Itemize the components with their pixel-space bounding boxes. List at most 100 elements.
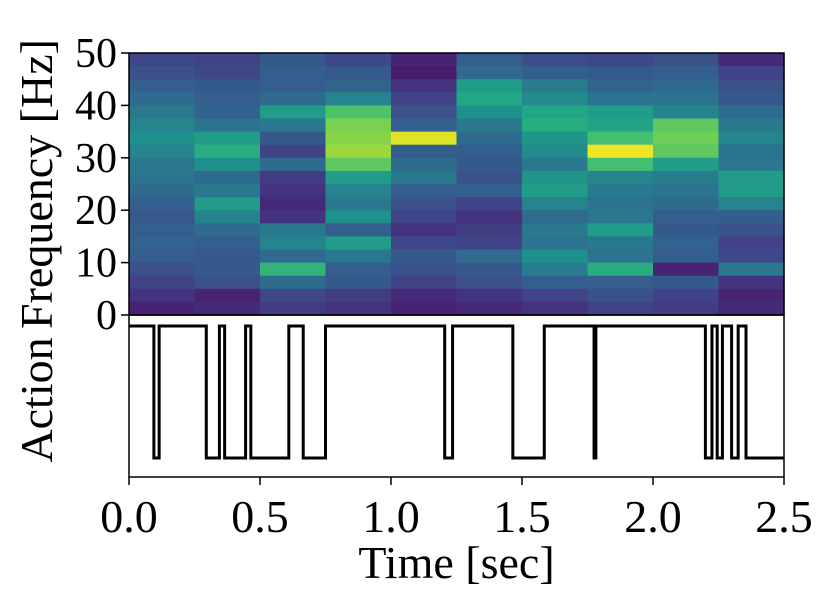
heatmap-cell xyxy=(456,118,523,133)
heatmap-cell xyxy=(653,301,720,316)
heatmap-cell xyxy=(391,105,458,120)
heatmap-cell xyxy=(325,79,392,93)
heatmap-cell xyxy=(653,249,720,264)
heatmap-cell xyxy=(194,210,261,224)
heatmap-cell xyxy=(391,53,458,67)
heatmap-cell xyxy=(391,118,458,133)
heatmap-cell xyxy=(325,157,392,172)
heatmap-cell xyxy=(325,223,392,237)
heatmap-cell xyxy=(260,170,327,185)
heatmap-cell xyxy=(522,79,589,93)
frequency-axis-label: Frequency [Hz] xyxy=(11,39,62,329)
heatmap-cell xyxy=(587,66,654,80)
heatmap-cell xyxy=(718,210,785,224)
y-tick-label: 10 xyxy=(75,241,117,287)
heatmap-cell xyxy=(260,53,327,67)
heatmap-cell xyxy=(522,262,589,277)
heatmap-cell xyxy=(325,184,392,198)
heatmap-cell xyxy=(194,249,261,264)
heatmap-cell xyxy=(587,262,654,277)
x-tick-label: 1.0 xyxy=(362,491,420,542)
heatmap-cell xyxy=(653,210,720,224)
heatmap-cell xyxy=(129,105,196,120)
heatmap-cell xyxy=(260,249,327,264)
heatmap-cell xyxy=(587,92,654,106)
heatmap-cell xyxy=(587,275,654,290)
heatmap-cell xyxy=(522,92,589,106)
time-axis-label: Time [sec] xyxy=(358,537,554,588)
heatmap-cell xyxy=(260,92,327,106)
heatmap-cell xyxy=(456,210,523,224)
heatmap-cell xyxy=(522,66,589,80)
heatmap-cell xyxy=(194,66,261,80)
heatmap-cell xyxy=(260,131,327,146)
heatmap-cell xyxy=(260,275,327,290)
heatmap-cell xyxy=(260,262,327,277)
heatmap-cell xyxy=(391,262,458,277)
heatmap-cell xyxy=(260,144,327,159)
heatmap-cell xyxy=(391,236,458,251)
heatmap-cell xyxy=(522,275,589,290)
heatmap-cell xyxy=(129,144,196,159)
heatmap-cell xyxy=(653,288,720,303)
heatmap-cell xyxy=(456,144,523,159)
heatmap-cell xyxy=(391,301,458,316)
heatmap-cell xyxy=(391,249,458,264)
heatmap-cell xyxy=(456,157,523,172)
heatmap-cell xyxy=(391,223,458,237)
heatmap-cell xyxy=(260,197,327,211)
heatmap-cell xyxy=(391,131,458,146)
heatmap-cell xyxy=(260,79,327,93)
heatmap-cell xyxy=(653,92,720,106)
heatmap-cell xyxy=(260,105,327,120)
heatmap-cell xyxy=(587,53,654,67)
y-tick-label: 30 xyxy=(75,136,117,182)
y-tick-label: 50 xyxy=(75,31,117,77)
heatmap-cell xyxy=(456,92,523,106)
y-tick-label: 40 xyxy=(75,83,117,129)
heatmap-cell xyxy=(456,79,523,93)
heatmap-cell xyxy=(260,236,327,251)
heatmap-cell xyxy=(260,66,327,80)
heatmap-cell xyxy=(260,210,327,224)
heatmap-cell xyxy=(718,79,785,93)
x-tick-label: 2.5 xyxy=(755,491,813,542)
heatmap-cell xyxy=(129,301,196,316)
heatmap-cell xyxy=(718,53,785,67)
heatmap-cell xyxy=(522,170,589,185)
heatmap-cell xyxy=(522,144,589,159)
heatmap-cell xyxy=(718,275,785,290)
heatmap-cell xyxy=(653,66,720,80)
heatmap-cell xyxy=(260,288,327,303)
heatmap-cell xyxy=(653,79,720,93)
heatmap-cell xyxy=(718,301,785,316)
heatmap-cell xyxy=(653,131,720,146)
heatmap-cell xyxy=(587,184,654,198)
heatmap-cell xyxy=(653,223,720,237)
heatmap-cell xyxy=(456,288,523,303)
heatmap-cell xyxy=(129,210,196,224)
heatmap-cell xyxy=(456,262,523,277)
action-plot-frame xyxy=(128,314,785,478)
heatmap-cell xyxy=(653,157,720,172)
x-tick-label: 1.5 xyxy=(493,491,551,542)
heatmap-cell xyxy=(391,288,458,303)
heatmap-cell xyxy=(260,157,327,172)
heatmap-cell xyxy=(653,53,720,67)
heatmap-cell xyxy=(653,118,720,133)
heatmap-cell xyxy=(587,236,654,251)
heatmap-cell xyxy=(653,170,720,185)
heatmap-cell xyxy=(653,105,720,120)
heatmap-cell xyxy=(129,197,196,211)
heatmap-cell xyxy=(325,144,392,159)
heatmap-cell xyxy=(391,92,458,106)
heatmap-cell xyxy=(325,288,392,303)
heatmap-cell xyxy=(129,170,196,185)
heatmap-cell xyxy=(522,223,589,237)
heatmap-cell xyxy=(718,197,785,211)
heatmap-cell xyxy=(194,144,261,159)
heatmap-cell xyxy=(522,118,589,133)
heatmap-cell xyxy=(325,249,392,264)
heatmap-cell xyxy=(391,170,458,185)
heatmap-cell xyxy=(718,223,785,237)
